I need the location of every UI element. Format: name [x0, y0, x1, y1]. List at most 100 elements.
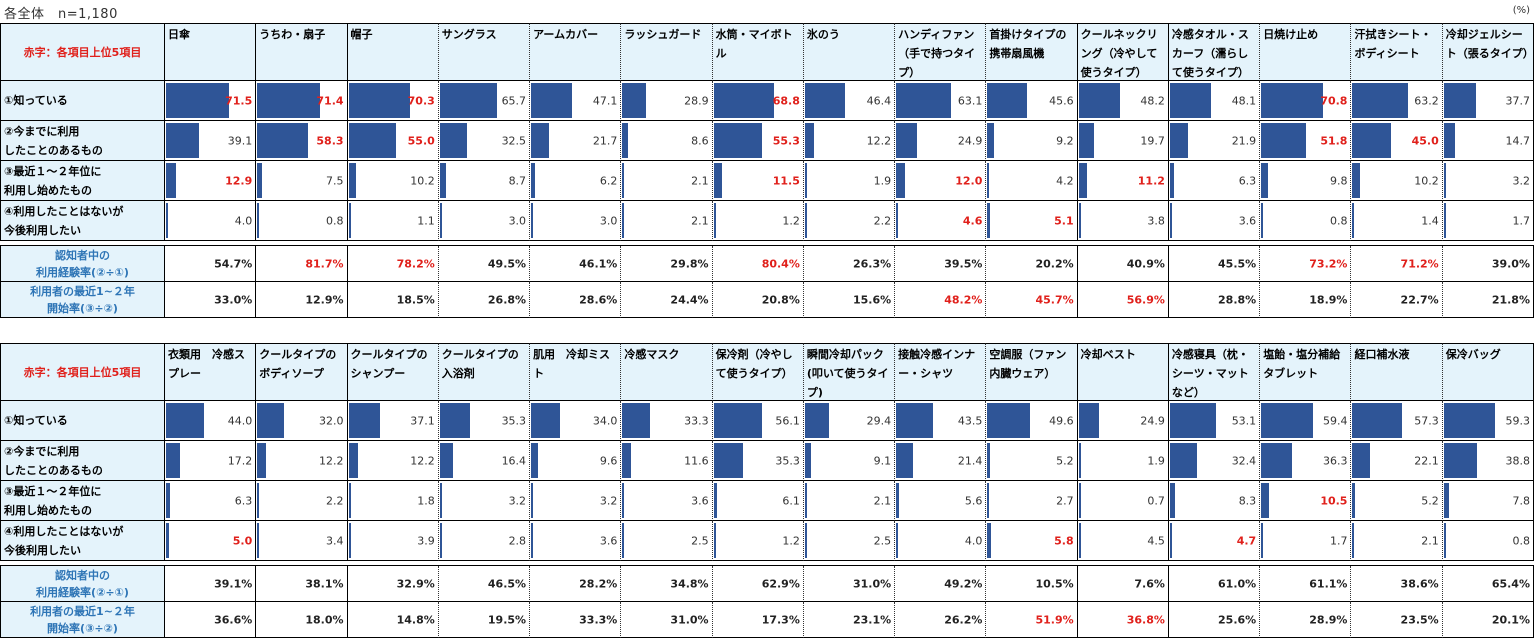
- bar: [166, 203, 168, 238]
- value-label: 4.6: [962, 214, 983, 227]
- calc-value: 14.8%: [396, 613, 435, 626]
- row-label: ④利用したことはないが 今後利用したい: [0, 521, 165, 561]
- data-cell: 2.5: [621, 521, 713, 561]
- bar: [622, 123, 629, 158]
- column-header: 接触冷感インナー・シャツ: [895, 343, 987, 401]
- value-label: 32.0: [319, 414, 344, 427]
- data-cell: 3.6: [1168, 201, 1261, 241]
- bar: [257, 443, 267, 478]
- value-label: 0.7: [1147, 494, 1165, 507]
- column-header: 保冷剤（冷やして使うタイプ）: [712, 343, 804, 401]
- value-label: 4.2: [1056, 174, 1074, 187]
- bar: [1443, 483, 1449, 518]
- calc-cell: 46.5%: [438, 566, 531, 602]
- data-cell: 16.4: [438, 441, 531, 481]
- data-cell: 49.6: [986, 401, 1078, 441]
- value-label: 2.7: [1056, 494, 1074, 507]
- data-cell: 45.0: [1351, 121, 1443, 161]
- data-cell: 2.2: [803, 201, 896, 241]
- bar: [987, 203, 990, 238]
- calc-label: 利用者の最近1~２年 開始率(③÷②): [0, 602, 165, 638]
- bar: [166, 163, 176, 198]
- calc-value: 24.4%: [670, 293, 709, 306]
- bar: [439, 443, 453, 478]
- calc-cell: 20.1%: [1442, 602, 1534, 638]
- value-label: 21.9: [1231, 134, 1257, 147]
- bar: [713, 83, 774, 118]
- data-cell: 10.2: [1351, 161, 1443, 201]
- value-label: 32.5: [501, 134, 527, 147]
- value-label: 28.9: [684, 94, 709, 107]
- value-label: 35.3: [501, 414, 527, 427]
- data-cell: 4.0: [895, 521, 987, 561]
- calc-value: 51.9%: [1035, 613, 1074, 626]
- bar: [713, 483, 718, 518]
- calc-cell: 38.1%: [256, 566, 348, 602]
- value-label: 10.2: [1414, 174, 1439, 187]
- calc-value: 54.7%: [214, 257, 253, 270]
- calc-block: 認知者中の 利用経験率(②÷①) 39.1% 38.1% 32.9% 46.5% 28.2%…: [0, 565, 1534, 638]
- value-label: 12.2: [319, 454, 344, 467]
- calc-value: 33.0%: [214, 293, 253, 306]
- data-cell: 21.9: [1168, 121, 1261, 161]
- bar: [804, 83, 845, 118]
- value-label: 3.2: [1512, 174, 1530, 187]
- data-row: ①知っている 44.0 32.0 37.1 35.3 34.0 33.3 56.1 29.4 43…: [0, 401, 1534, 441]
- calc-cell: 36.6%: [165, 602, 257, 638]
- value-label: 10.2: [410, 174, 435, 187]
- bar: [1078, 523, 1081, 558]
- data-cell: 1.2: [712, 201, 804, 241]
- calc-value: 45.5%: [1218, 257, 1257, 270]
- value-label: 1.2: [782, 214, 800, 227]
- bar: [713, 163, 722, 198]
- calc-value: 21.8%: [1491, 293, 1530, 306]
- bar: [1261, 83, 1324, 118]
- column-header: 日傘: [165, 23, 257, 81]
- calc-value: 73.2%: [1309, 257, 1348, 270]
- calc-value: 49.5%: [487, 257, 527, 270]
- bar: [622, 523, 625, 558]
- bar: [348, 483, 351, 518]
- calc-value: 23.5%: [1400, 613, 1439, 626]
- calc-value: 36.8%: [1126, 613, 1165, 626]
- calc-cell: 31.0%: [803, 566, 896, 602]
- data-cell: 36.3: [1260, 441, 1352, 481]
- column-header: 首掛けタイプの携帯扇風機: [986, 23, 1078, 81]
- bar: [1169, 123, 1188, 158]
- bar: [166, 123, 200, 158]
- data-cell: 3.2: [530, 481, 622, 521]
- row-label: ②今までに利用 したことのあるもの: [0, 121, 165, 161]
- bar: [1352, 483, 1356, 518]
- bar: [531, 123, 549, 158]
- value-label: 37.7: [1505, 94, 1530, 107]
- bar: [531, 403, 560, 438]
- bar: [713, 403, 763, 438]
- value-label: 5.6: [964, 494, 983, 507]
- data-cell: 68.8: [712, 81, 804, 121]
- value-label: 19.7: [1140, 134, 1165, 147]
- data-cell: 71.4: [256, 81, 348, 121]
- data-row: ①知っている 71.5 71.4 70.3 65.7 47.1 28.9 68.8 46.4 63…: [0, 81, 1534, 121]
- data-cell: 0.7: [1077, 481, 1169, 521]
- value-label: 3.2: [508, 494, 527, 507]
- calc-cell: 12.9%: [256, 282, 348, 318]
- calc-value: 7.6%: [1134, 577, 1165, 590]
- calc-cell: 39.0%: [1442, 246, 1534, 282]
- calc-value: 36.6%: [214, 613, 253, 626]
- value-label: 12.2: [866, 134, 892, 147]
- column-header: サングラス: [438, 23, 531, 81]
- bar: [439, 523, 442, 558]
- bar: [1352, 203, 1355, 238]
- calc-cell: 36.8%: [1077, 602, 1169, 638]
- bar: [1261, 483, 1269, 518]
- bar: [987, 123, 994, 158]
- value-label: 32.4: [1231, 454, 1257, 467]
- value-label: 4.7: [1236, 534, 1257, 547]
- data-cell: 5.8: [986, 521, 1078, 561]
- calc-row: 利用者の最近1~２年 開始率(③÷②) 36.6% 18.0% 14.8% 19.5% 33…: [0, 602, 1534, 638]
- calc-cell: 22.7%: [1351, 282, 1443, 318]
- value-label: 5.1: [1054, 214, 1074, 227]
- calc-cell: 33.3%: [530, 602, 622, 638]
- data-cell: 21.4: [895, 441, 987, 481]
- calc-cell: 45.7%: [986, 282, 1078, 318]
